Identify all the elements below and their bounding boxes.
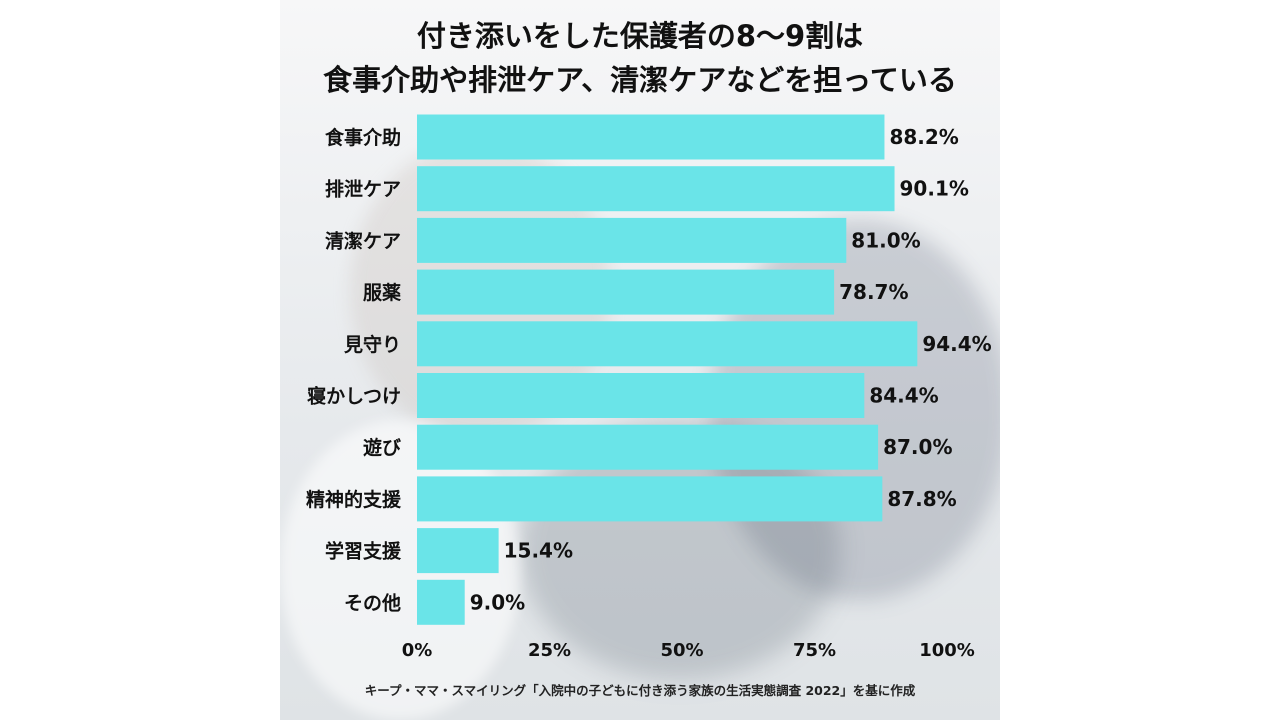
x-tick-label: 25%	[528, 640, 571, 661]
value-label: 88.2%	[889, 125, 958, 149]
value-label: 87.0%	[883, 435, 952, 459]
value-label: 78.7%	[839, 280, 908, 304]
category-label: 精神的支援	[306, 488, 402, 511]
value-label: 84.4%	[869, 384, 938, 408]
bar	[417, 114, 885, 160]
category-label: その他	[344, 591, 401, 614]
bar	[417, 528, 499, 574]
source-note: キープ・ママ・スマイリング「入院中の子どもに付き添う家族の生活実態調査 2022…	[364, 683, 916, 698]
chart-title: 付き添いをした保護者の8〜9割は 食事介助や排泄ケア、清潔ケアなどを担っている	[280, 14, 1000, 102]
value-label: 81.0%	[851, 228, 920, 252]
bar-chart: 食事介助 88.2% 排泄ケア 90.1% 清潔ケア 81.0% 服薬 78.7% 見守り 94.…	[306, 114, 992, 661]
value-label: 94.4%	[922, 332, 991, 356]
value-label: 9.0%	[470, 590, 525, 614]
category-label: 寝かしつけ	[307, 385, 401, 408]
category-label: 排泄ケア	[325, 178, 401, 201]
chart-panel: 付き添いをした保護者の8〜9割は 食事介助や排泄ケア、清潔ケアなどを担っている …	[280, 0, 1000, 720]
category-label: 食事介助	[325, 126, 401, 149]
x-tick-label: 50%	[660, 640, 703, 661]
value-label: 15.4%	[504, 539, 573, 563]
category-label: 清潔ケア	[325, 229, 401, 252]
x-tick-label: 0%	[402, 640, 433, 661]
chart-title-line-2: 食事介助や排泄ケア、清潔ケアなどを担っている	[323, 63, 957, 97]
bar	[417, 217, 847, 263]
bar	[417, 269, 835, 315]
bar	[417, 424, 879, 470]
bar	[417, 373, 865, 418]
x-tick-label: 100%	[919, 640, 975, 661]
bar	[417, 166, 895, 212]
bar	[417, 476, 883, 522]
x-tick-label: 75%	[793, 640, 836, 661]
bar	[417, 321, 918, 367]
chart-title-line-1: 付き添いをした保護者の8〜9割は	[416, 19, 864, 53]
category-label: 遊び	[363, 436, 401, 459]
value-label: 90.1%	[900, 177, 969, 201]
value-label: 87.8%	[887, 487, 956, 511]
category-label: 見守り	[344, 333, 401, 356]
bar	[417, 579, 465, 625]
category-label: 服薬	[363, 281, 401, 304]
category-label: 学習支援	[325, 540, 402, 563]
